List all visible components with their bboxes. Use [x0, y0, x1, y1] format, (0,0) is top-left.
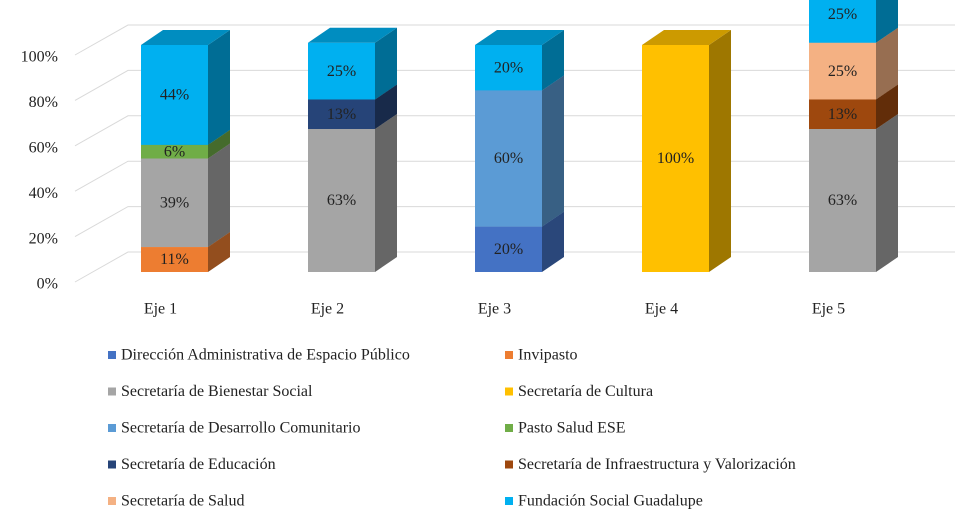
bar-side	[542, 30, 564, 91]
bar	[308, 42, 375, 100]
x-tick-label: Eje 5	[812, 301, 845, 318]
bar-side	[876, 113, 898, 273]
data-label: 39%	[160, 194, 189, 211]
legend-swatch	[505, 424, 513, 432]
bar-side	[208, 143, 230, 248]
bar-top	[475, 30, 564, 45]
data-label: 60%	[494, 150, 523, 167]
x-tick-label: Eje 2	[311, 301, 344, 318]
data-label: 25%	[327, 63, 356, 80]
legend-swatch	[505, 387, 513, 396]
bar	[308, 99, 375, 129]
y-tick-label: 80%	[29, 94, 58, 111]
bar	[809, 128, 876, 272]
legend-label: Fundación Social Guadalupe	[518, 493, 703, 510]
legend-label: Secretaría de Bienestar Social	[121, 383, 313, 400]
data-label: 13%	[327, 106, 356, 123]
bar-side	[208, 232, 230, 272]
data-label: 63%	[828, 192, 857, 209]
bar	[141, 247, 208, 272]
bar	[809, 0, 876, 43]
y-tick-label: 0%	[37, 276, 58, 293]
y-tick-label: 40%	[29, 185, 58, 202]
legend-label: Secretaría de Infraestructura y Valoriza…	[518, 456, 796, 473]
legend-label: Secretaría de Desarrollo Comunitario	[121, 420, 360, 437]
y-tick-label: 60%	[29, 139, 58, 156]
data-label: 25%	[828, 6, 857, 23]
bar-side	[876, 84, 898, 129]
data-label: 25%	[828, 63, 857, 80]
grid-line	[74, 24, 955, 56]
data-label: 13%	[828, 106, 857, 123]
bar-top	[642, 30, 731, 45]
legend-label: Secretaría de Cultura	[518, 383, 653, 400]
bar-side	[876, 27, 898, 100]
bar	[308, 128, 375, 272]
bar-side	[375, 113, 397, 273]
legend-swatch	[505, 497, 513, 505]
bar-top	[141, 30, 230, 45]
bar-side	[375, 27, 397, 100]
bar	[809, 99, 876, 129]
x-tick-label: Eje 1	[144, 301, 177, 318]
bar	[642, 45, 709, 272]
x-tick-label: Eje 3	[478, 301, 511, 318]
x-tick-label: Eje 4	[645, 301, 678, 318]
bar	[475, 226, 542, 272]
bar-side	[208, 30, 230, 145]
bar-side	[709, 30, 731, 272]
legend-label: Pasto Salud ESE	[518, 420, 626, 437]
y-tick-label: 20%	[29, 230, 58, 247]
legend-label: Secretaría de Educación	[121, 456, 276, 473]
data-label: 6%	[164, 143, 185, 160]
bar-side	[375, 84, 397, 129]
legend-swatch	[108, 460, 116, 469]
legend-label: Dirección Administrativa de Espacio Públ…	[121, 347, 410, 364]
bar	[141, 45, 208, 145]
legend-label: Secretaría de Salud	[121, 493, 245, 510]
data-label: 44%	[160, 87, 189, 104]
bar-side	[208, 129, 230, 159]
legend-swatch	[505, 460, 513, 469]
data-label: 20%	[494, 59, 523, 76]
legend-label: Invipasto	[518, 347, 578, 364]
legend-swatch	[108, 424, 116, 432]
bar-side	[542, 75, 564, 227]
data-label: 100%	[657, 150, 694, 167]
bar	[141, 158, 208, 248]
bar	[475, 45, 542, 91]
bar	[809, 42, 876, 100]
legend-swatch	[108, 351, 116, 359]
bar-side	[876, 0, 898, 43]
legend-swatch	[505, 351, 513, 359]
legend-swatch	[108, 497, 116, 505]
bar	[141, 144, 208, 159]
data-label: 63%	[327, 192, 356, 209]
bar	[475, 90, 542, 227]
legend-swatch	[108, 387, 116, 396]
bar-side	[542, 211, 564, 272]
y-tick-label: 100%	[21, 49, 58, 66]
data-label: 20%	[494, 241, 523, 258]
data-label: 11%	[160, 251, 189, 268]
bar-top	[308, 27, 397, 43]
